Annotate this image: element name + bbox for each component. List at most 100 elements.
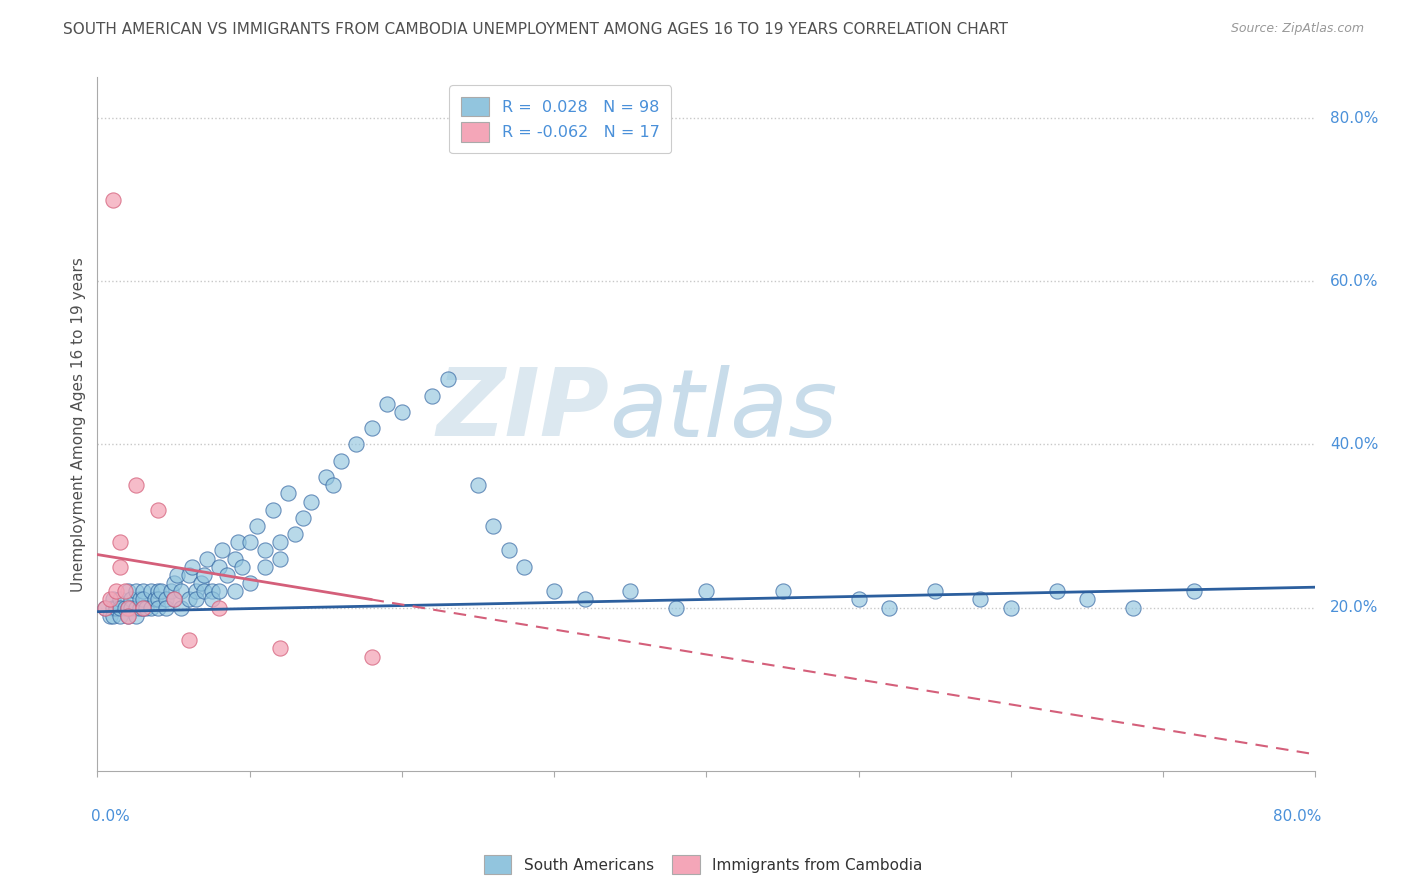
Point — [148, 600, 170, 615]
Point — [186, 592, 208, 607]
Point — [117, 600, 139, 615]
Point — [186, 584, 208, 599]
Point — [180, 559, 202, 574]
Text: 60.0%: 60.0% — [1330, 274, 1378, 289]
Point — [201, 592, 224, 607]
Point — [513, 559, 536, 574]
Text: ZIP: ZIP — [436, 364, 609, 456]
Point — [162, 592, 184, 607]
Point — [110, 608, 132, 623]
Point — [162, 592, 184, 607]
Point — [924, 584, 946, 599]
Point — [315, 470, 337, 484]
Point — [211, 543, 233, 558]
Point — [269, 641, 291, 656]
Point — [498, 543, 520, 558]
Point — [120, 592, 142, 607]
Point — [195, 551, 218, 566]
Point — [124, 600, 146, 615]
Point — [772, 584, 794, 599]
Point — [143, 592, 166, 607]
Point — [1122, 600, 1144, 615]
Point — [262, 502, 284, 516]
Point — [231, 559, 253, 574]
Point — [120, 600, 142, 615]
Point — [110, 600, 132, 615]
Text: atlas: atlas — [609, 365, 837, 456]
Point — [190, 576, 212, 591]
Point — [1182, 584, 1205, 599]
Point — [1000, 600, 1022, 615]
Legend: South Americans, Immigrants from Cambodia: South Americans, Immigrants from Cambodi… — [478, 849, 928, 880]
Point — [177, 592, 200, 607]
Point — [299, 494, 322, 508]
Point — [246, 519, 269, 533]
Text: 0.0%: 0.0% — [91, 809, 131, 824]
Point — [436, 372, 458, 386]
Text: SOUTH AMERICAN VS IMMIGRANTS FROM CAMBODIA UNEMPLOYMENT AMONG AGES 16 TO 19 YEAR: SOUTH AMERICAN VS IMMIGRANTS FROM CAMBOD… — [63, 22, 1008, 37]
Point — [574, 592, 596, 607]
Point — [114, 600, 136, 615]
Point — [135, 600, 157, 615]
Point — [101, 592, 124, 607]
Point — [117, 600, 139, 615]
Point — [98, 592, 121, 607]
Point — [969, 592, 991, 607]
Text: 20.0%: 20.0% — [1330, 600, 1378, 615]
Point — [110, 592, 132, 607]
Point — [226, 535, 249, 549]
Point — [277, 486, 299, 500]
Point — [253, 559, 276, 574]
Point — [139, 584, 162, 599]
Point — [193, 584, 215, 599]
Point — [208, 600, 231, 615]
Point — [269, 535, 291, 549]
Point — [208, 584, 231, 599]
Point — [482, 519, 505, 533]
Y-axis label: Unemployment Among Ages 16 to 19 years: Unemployment Among Ages 16 to 19 years — [72, 257, 86, 591]
Point — [148, 592, 170, 607]
Point — [117, 608, 139, 623]
Text: Source: ZipAtlas.com: Source: ZipAtlas.com — [1230, 22, 1364, 36]
Point — [132, 600, 155, 615]
Point — [117, 608, 139, 623]
Point — [155, 592, 177, 607]
Point — [877, 600, 900, 615]
Point — [665, 600, 688, 615]
Point — [292, 511, 315, 525]
Point — [177, 568, 200, 582]
Point — [208, 559, 231, 574]
Point — [104, 600, 127, 615]
Point — [101, 608, 124, 623]
Point — [162, 576, 184, 591]
Point — [148, 502, 170, 516]
Point — [239, 576, 262, 591]
Point — [1045, 584, 1067, 599]
Point — [110, 535, 132, 549]
Point — [98, 608, 121, 623]
Point — [170, 584, 193, 599]
Point — [132, 592, 155, 607]
Point — [117, 584, 139, 599]
Point — [139, 600, 162, 615]
Point — [129, 592, 152, 607]
Point — [224, 584, 246, 599]
Point — [422, 388, 444, 402]
Point — [543, 584, 565, 599]
Point — [177, 633, 200, 648]
Point — [124, 478, 146, 492]
Point — [284, 527, 307, 541]
Point — [344, 437, 367, 451]
Legend: R =  0.028   N = 98, R = -0.062   N = 17: R = 0.028 N = 98, R = -0.062 N = 17 — [450, 86, 671, 153]
Point — [360, 649, 382, 664]
Point — [375, 397, 398, 411]
Point — [215, 568, 238, 582]
Point — [695, 584, 717, 599]
Point — [1076, 592, 1098, 607]
Point — [201, 584, 224, 599]
Point — [224, 551, 246, 566]
Point — [124, 584, 146, 599]
Point — [253, 543, 276, 558]
Point — [159, 584, 181, 599]
Point — [239, 535, 262, 549]
